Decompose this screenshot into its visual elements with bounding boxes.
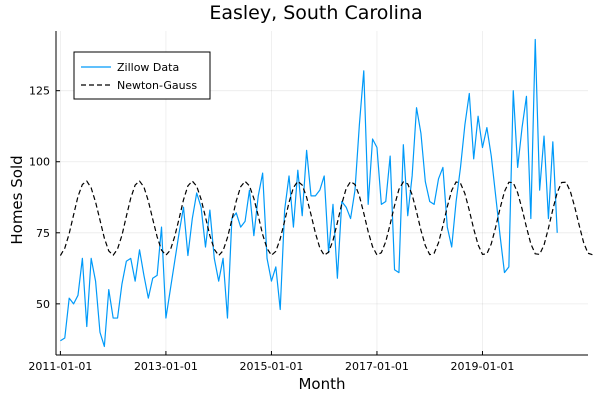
legend: Zillow Data Newton-Gauss [73, 51, 211, 100]
y-tick-label: 50 [36, 298, 50, 311]
chart-title: Easley, South Carolina [209, 2, 422, 24]
y-ticks: 50 75 100 125 [29, 85, 60, 311]
y-tick-label: 125 [29, 85, 50, 98]
x-tick-label: 2015-01-01 [239, 360, 303, 373]
plot-area: 2011-01-01 2013-01-01 2015-01-01 2017-01-01… [28, 31, 593, 373]
x-tick-label: 2011-01-01 [28, 360, 92, 373]
y-tick-label: 100 [29, 156, 50, 169]
x-tick-label: 2017-01-01 [345, 360, 409, 373]
series-line-newton-gauss [59, 180, 593, 257]
legend-box [73, 51, 211, 100]
series-lines [59, 38, 593, 348]
x-tick-label: 2013-01-01 [134, 360, 198, 373]
y-tick-label: 75 [36, 227, 50, 240]
x-ticks: 2011-01-01 2013-01-01 2015-01-01 2017-01-01… [28, 351, 514, 373]
x-tick-label: 2019-01-01 [451, 360, 515, 373]
y-axis-title: Homes Sold [8, 155, 26, 244]
series-line-zillow-data [60, 38, 558, 348]
x-axis-title: Month [298, 375, 345, 393]
legend-label-newton-gauss: Newton-Gauss [117, 79, 197, 92]
legend-label-zillow: Zillow Data [117, 61, 179, 74]
